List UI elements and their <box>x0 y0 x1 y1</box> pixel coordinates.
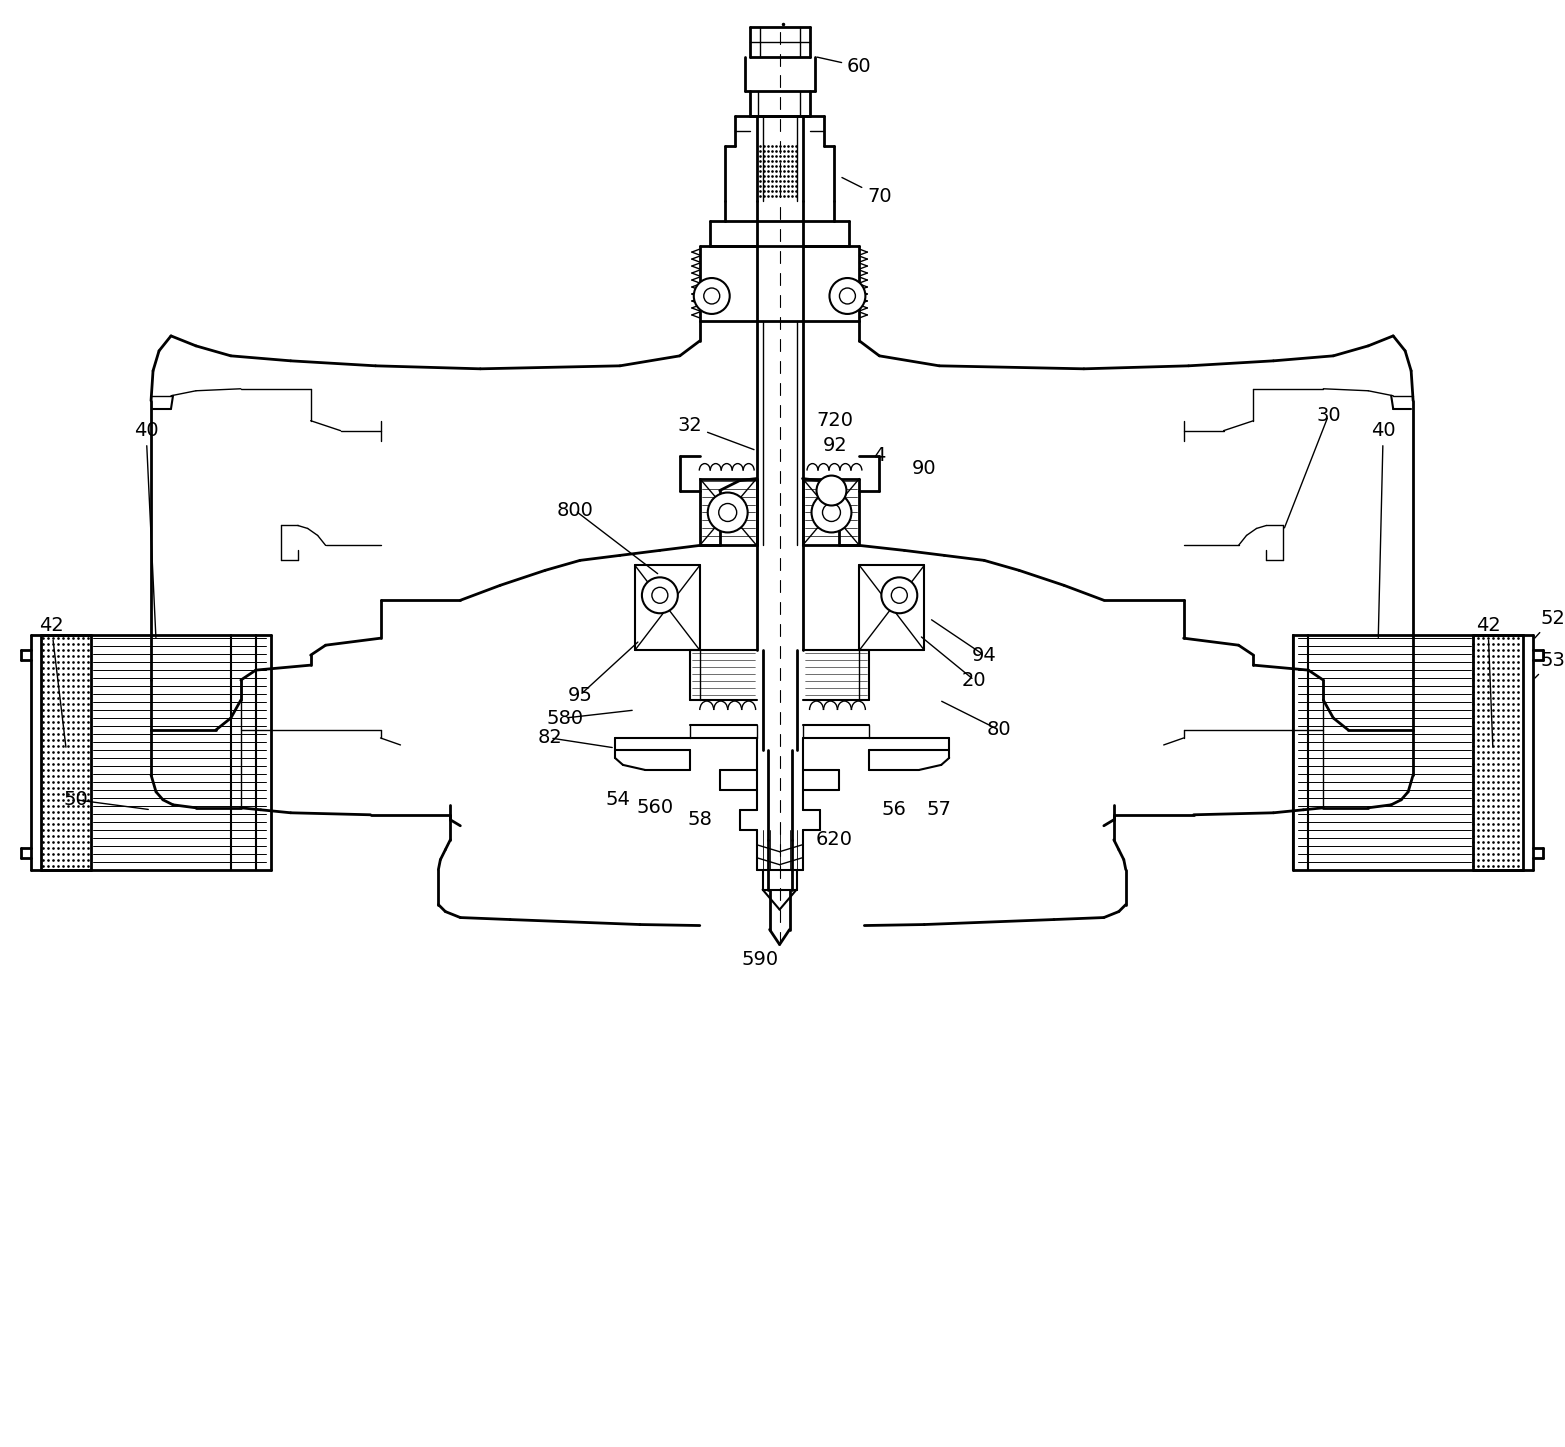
Text: 80: 80 <box>988 721 1011 739</box>
Text: 42: 42 <box>1476 616 1501 747</box>
Text: 30: 30 <box>1316 407 1341 425</box>
Text: 90: 90 <box>912 459 936 478</box>
Text: 56: 56 <box>883 800 906 819</box>
Circle shape <box>817 476 847 505</box>
Text: 57: 57 <box>926 800 952 819</box>
Text: 32: 32 <box>678 417 754 450</box>
Text: 560: 560 <box>637 799 673 818</box>
Text: 40: 40 <box>1371 421 1396 638</box>
Circle shape <box>704 288 720 304</box>
Text: 60: 60 <box>817 56 872 77</box>
Circle shape <box>892 587 908 603</box>
Text: 620: 620 <box>815 831 853 849</box>
Text: 54: 54 <box>606 790 631 809</box>
Text: 82: 82 <box>538 728 562 748</box>
Text: 4: 4 <box>873 446 886 464</box>
Text: 70: 70 <box>842 178 892 205</box>
Text: 94: 94 <box>972 645 997 664</box>
Circle shape <box>812 492 851 532</box>
Circle shape <box>881 577 917 614</box>
Text: 92: 92 <box>823 436 848 456</box>
Circle shape <box>839 288 856 304</box>
Text: 95: 95 <box>568 686 593 705</box>
Text: 590: 590 <box>742 951 778 969</box>
Text: 52: 52 <box>1535 609 1565 638</box>
Circle shape <box>653 587 668 603</box>
Text: 40: 40 <box>133 421 158 638</box>
Text: 53: 53 <box>1535 651 1565 679</box>
Text: 58: 58 <box>687 810 712 829</box>
Text: 580: 580 <box>546 709 584 728</box>
Circle shape <box>693 278 729 314</box>
Text: 720: 720 <box>815 411 853 430</box>
Circle shape <box>823 504 840 521</box>
Text: 800: 800 <box>557 501 593 519</box>
Text: 42: 42 <box>39 616 66 747</box>
Circle shape <box>707 492 748 532</box>
Circle shape <box>718 504 737 521</box>
Text: 50: 50 <box>64 790 89 809</box>
Circle shape <box>642 577 678 614</box>
Circle shape <box>829 278 865 314</box>
Text: 20: 20 <box>962 670 986 690</box>
